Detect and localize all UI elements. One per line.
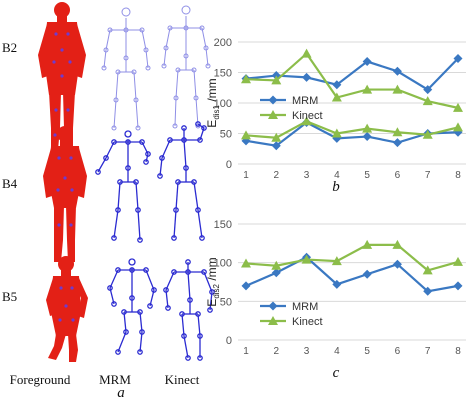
figures-canvas	[38, 2, 215, 362]
y-tick-label: 200	[214, 37, 232, 49]
row-label-b4: B4	[2, 176, 18, 191]
data-point-1-0	[241, 258, 251, 268]
data-point-1-6	[422, 96, 433, 106]
data-point-0-3	[332, 279, 342, 289]
data-point-0-6	[423, 85, 433, 95]
data-point-0-3	[332, 80, 342, 90]
data-point-1-7	[453, 256, 463, 266]
x-tick-label: 5	[364, 170, 370, 181]
legend-label: MRM	[292, 95, 318, 107]
data-point-1-2	[301, 254, 312, 264]
mrm-skeleton-b2	[101, 7, 151, 131]
data-point-3-3	[331, 128, 342, 138]
column-label-mrm: MRM	[99, 372, 131, 387]
x-tick-label: 2	[274, 346, 280, 357]
legend-marker	[268, 301, 278, 311]
data-point-1-1	[271, 75, 282, 85]
series-line-3	[245, 120, 459, 139]
data-point-3-0	[241, 130, 251, 140]
y-tick-label: 100	[214, 98, 232, 110]
data-point-0-0	[241, 281, 251, 291]
data-point-0-1	[271, 268, 281, 278]
y-tick-label: 50	[220, 296, 232, 308]
data-point-0-5	[392, 66, 402, 76]
legend-label: MRM	[292, 301, 318, 313]
data-point-0-4	[362, 57, 372, 67]
x-tick-label: 6	[395, 346, 401, 357]
data-point-1-2	[301, 48, 312, 58]
x-tick-label: 1	[243, 346, 249, 357]
x-tick-label: 4	[334, 170, 340, 181]
data-point-1-0	[241, 74, 251, 84]
foreground-silhouette-b5	[46, 256, 88, 362]
series-line-1	[245, 51, 459, 109]
x-tick-label: 5	[364, 346, 370, 357]
y-axis-label: Edis1 /mm	[205, 78, 221, 127]
data-point-1-4	[362, 239, 373, 249]
data-point-0-4	[362, 269, 372, 279]
panel-a-caption: a	[117, 385, 125, 401]
chart-b: 0 50 100 150 200 1 2 3 4 5 6 7 8 Edis1 /mm MRM Kinect	[205, 37, 466, 181]
data-point-1-1	[271, 260, 282, 270]
data-point-3-4	[362, 123, 373, 133]
foreground-silhouette-b4	[43, 126, 87, 262]
column-label-foreground: Foreground	[9, 372, 71, 387]
data-point-0-5	[392, 259, 402, 269]
x-tick-label: 7	[425, 170, 431, 181]
x-tick-label: 6	[395, 170, 401, 181]
mrm-skeleton-b4	[95, 130, 151, 243]
data-point-1-6	[422, 265, 433, 275]
kinect-skeleton-b5	[163, 259, 215, 361]
y-tick-label: 0	[226, 159, 232, 171]
data-point-1-5	[392, 84, 403, 94]
data-point-1-5	[392, 239, 403, 249]
y-tick-label: 100	[214, 258, 232, 270]
data-point-0-7	[453, 281, 463, 291]
mrm-skeleton-b5	[107, 258, 157, 355]
data-point-1-3	[331, 256, 342, 266]
x-tick-label: 1	[243, 170, 249, 181]
panel-c-caption: c	[332, 365, 340, 381]
kinect-skeleton-b2	[161, 5, 211, 129]
data-point-0-7	[453, 53, 463, 63]
series-line-1	[245, 243, 459, 272]
legend-marker	[268, 95, 278, 105]
data-point-3-7	[453, 122, 463, 132]
x-tick-label: 7	[425, 346, 431, 357]
x-tick-label: 8	[455, 346, 461, 357]
column-label-kinect: Kinect	[164, 372, 200, 387]
y-axis-label: Edis2 /mm	[205, 257, 221, 306]
panel-b-caption: b	[332, 179, 340, 195]
data-point-3-2	[301, 116, 312, 126]
y-tick-label: 150	[214, 68, 232, 80]
row-label-b5: B5	[2, 289, 18, 304]
data-point-0-6	[423, 286, 433, 296]
legend-marker	[268, 110, 278, 119]
data-point-1-3	[331, 92, 342, 102]
x-tick-label: 2	[274, 170, 280, 181]
legend-marker	[268, 316, 278, 325]
data-point-2-1	[271, 141, 281, 151]
data-point-0-2	[302, 72, 312, 82]
data-point-3-6	[422, 129, 433, 139]
data-point-1-4	[362, 84, 373, 94]
data-point-3-1	[271, 132, 282, 142]
data-point-2-5	[392, 138, 402, 148]
series-line-0	[245, 255, 459, 293]
x-tick-label: 3	[304, 346, 310, 357]
y-tick-label: 150	[214, 219, 232, 231]
kinect-skeleton-b4	[157, 121, 207, 241]
y-tick-label: 0	[226, 335, 232, 347]
chart-c: 0 50 100 150 1 2 3 4 5 6 7 8 Edis2 /mm MRM Kinect	[205, 219, 466, 357]
row-label-b2: B2	[2, 40, 18, 55]
x-tick-label: 8	[455, 170, 461, 181]
data-point-3-5	[392, 127, 403, 137]
y-tick-label: 50	[220, 129, 232, 141]
data-point-1-7	[453, 102, 463, 112]
x-tick-label: 3	[304, 170, 310, 181]
x-tick-label: 4	[334, 346, 340, 357]
data-point-2-4	[362, 132, 372, 142]
legend-label: Kinect	[292, 110, 323, 122]
legend-label: Kinect	[292, 316, 323, 328]
